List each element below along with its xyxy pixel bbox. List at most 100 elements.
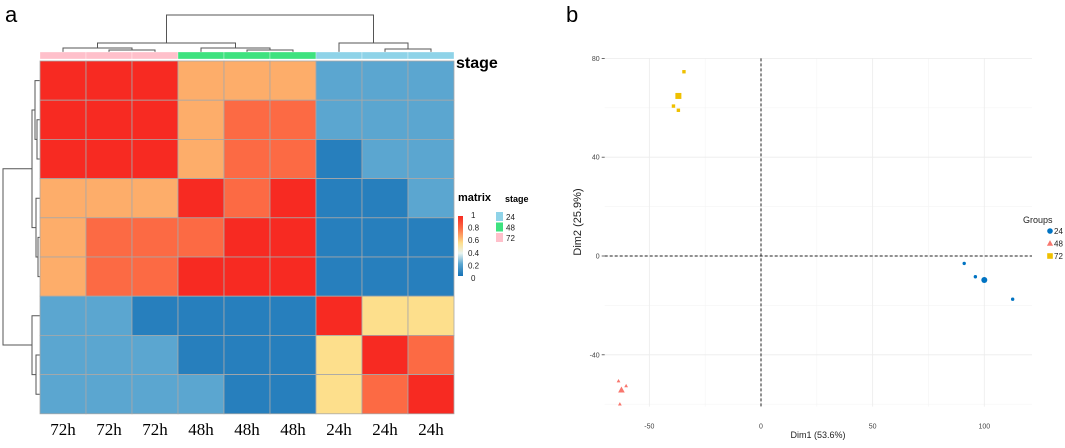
heatmap-cell: [131, 138, 179, 179]
heatmap-cell: [315, 295, 363, 336]
legend-marker-24: [1047, 228, 1053, 234]
stage-annotation-cell: [361, 51, 409, 60]
data-point-24: [1010, 297, 1015, 301]
heatmap-cell: [407, 256, 455, 297]
heatmap-cell: [269, 374, 317, 415]
heatmap-cell: [39, 138, 87, 179]
x-tick-label: 100: [978, 424, 990, 431]
heatmap-cell: [315, 138, 363, 179]
x-tick-label: 50: [869, 424, 877, 431]
stage-legend-label: 72: [506, 234, 515, 243]
stage-legend-label: 48: [506, 224, 515, 233]
heatmap-cell: [131, 99, 179, 140]
stage-legend-title: stage: [505, 194, 529, 204]
heatmap-cell: [361, 295, 409, 336]
heatmap-cell: [177, 178, 225, 219]
colorbar-tick-label: 1: [471, 211, 476, 220]
heatmap-cell: [85, 295, 133, 336]
colorbar-tick-label: 0.2: [468, 261, 480, 270]
heatmap-cell: [85, 217, 133, 258]
stage-annotation-cell: [85, 51, 133, 60]
heatmap-cell: [407, 99, 455, 140]
data-point-72: [676, 108, 681, 112]
stage-annotation-cell: [223, 51, 271, 60]
heatmap-cell: [177, 99, 225, 140]
y-tick-label: 80: [592, 56, 600, 63]
data-point-48: [618, 402, 622, 406]
heatmap-cell: [361, 334, 409, 375]
heatmap-cell: [315, 374, 363, 415]
column-label: 72h: [142, 420, 168, 439]
heatmap-cell: [315, 99, 363, 140]
heatmap-cell: [315, 178, 363, 219]
stage-annotation-cell: [39, 51, 87, 60]
panel-label-a: a: [5, 2, 18, 27]
heatmap-cell: [39, 99, 87, 140]
stage-annotation-cell: [407, 51, 455, 60]
heatmap-cell: [39, 217, 87, 258]
heatmap-cell: [131, 295, 179, 336]
heatmap-cell: [223, 374, 271, 415]
heatmap-cell: [39, 256, 87, 297]
heatmap-cell: [131, 60, 179, 101]
heatmap-cell: [269, 256, 317, 297]
heatmap-cell: [131, 256, 179, 297]
heatmap-cell: [361, 99, 409, 140]
heatmap-cell: [407, 295, 455, 336]
heatmap-cell: [131, 334, 179, 375]
heatmap-cell: [177, 374, 225, 415]
annotation-label: stage: [456, 55, 498, 72]
heatmap-cell: [407, 60, 455, 101]
heatmap-cell: [407, 138, 455, 179]
heatmap-cell: [223, 334, 271, 375]
column-dendrogram: [62, 14, 432, 52]
heatmap-cell: [85, 256, 133, 297]
x-axis-label: Dim1 (53.6%): [790, 430, 845, 440]
pca-scatter-plot: -50 0 50 100 80 40 0 -40 Dim1 (53.6%) Dim2 (25.…: [572, 56, 1063, 440]
heatmap-cell: [177, 256, 225, 297]
heatmap-cell: [361, 60, 409, 101]
column-label: 72h: [50, 420, 76, 439]
stage-annotation-cell: [177, 51, 225, 60]
heatmap-cell: [177, 334, 225, 375]
legend-label: 24: [1054, 227, 1063, 236]
stage-annotation-cell: [269, 51, 317, 60]
group-centroid-24: [981, 276, 988, 283]
groups-legend: 24 48 72: [1046, 227, 1063, 261]
heatmap-cell: [177, 295, 225, 336]
column-label: 48h: [234, 420, 260, 439]
column-label: 48h: [280, 420, 306, 439]
heatmap-cell: [39, 60, 87, 101]
stage-annotation-cell: [315, 51, 363, 60]
y-tick-label: 40: [592, 155, 600, 162]
heatmap-cell: [361, 256, 409, 297]
groups-legend-title: Groups: [1023, 215, 1053, 225]
heatmap-cell: [315, 217, 363, 258]
stage-legend-swatch: [496, 212, 503, 221]
legend-marker-48: [1046, 240, 1054, 246]
heatmap-cell: [269, 138, 317, 179]
legend-marker-72: [1047, 253, 1053, 259]
heatmap-cell: [177, 60, 225, 101]
column-label: 24h: [372, 420, 398, 439]
stage-legend-label: 24: [506, 213, 515, 222]
heatmap-cell: [315, 256, 363, 297]
data-point-72: [671, 104, 676, 108]
heatmap-cell: [39, 334, 87, 375]
heatmap-cell: [177, 138, 225, 179]
group-centroid-48: [618, 386, 625, 393]
group-centroid-72: [675, 92, 682, 99]
x-tick-label: 0: [759, 424, 763, 431]
heatmap-cell: [407, 217, 455, 258]
column-labels: 72h 72h 72h 48h 48h 48h 24h 24h 24h: [50, 420, 444, 439]
colorbar-tick-label: 0.8: [468, 224, 480, 233]
y-axis-label: Dim2 (25.9%): [572, 188, 584, 255]
heatmap-cell: [85, 99, 133, 140]
heatmap-cell: [269, 99, 317, 140]
heatmap-cell: [223, 99, 271, 140]
heatmap-cell: [177, 217, 225, 258]
heatmap-cell: [315, 60, 363, 101]
data-point-24: [962, 261, 966, 266]
matrix-colorbar: [458, 216, 463, 276]
